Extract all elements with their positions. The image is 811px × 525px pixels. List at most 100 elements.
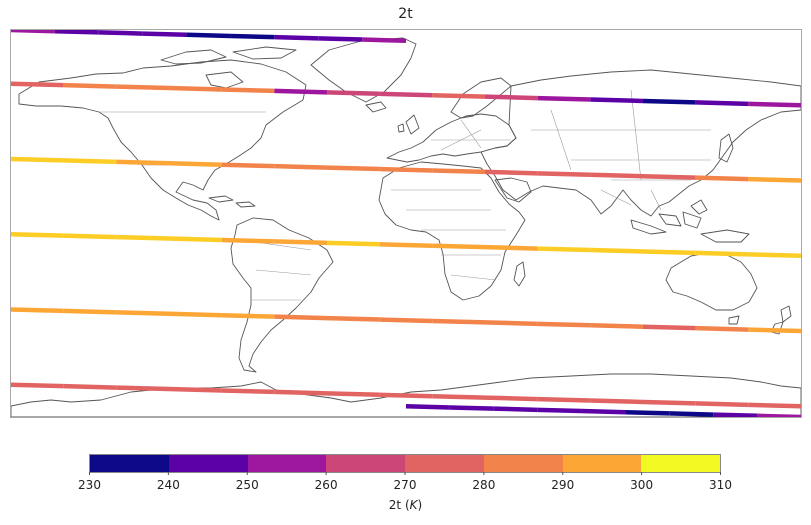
track-0-segment	[11, 30, 55, 34]
colorbar-tick-label: 250	[236, 478, 259, 492]
colorbar-tick-label: 260	[315, 478, 338, 492]
coastline-africa	[378, 161, 526, 301]
track-3-segment	[695, 250, 749, 257]
track-1-segment	[168, 85, 222, 92]
track-3-segment	[326, 240, 380, 247]
track-2-segment	[432, 168, 486, 175]
track-4-segment	[642, 324, 696, 331]
track-2-segment	[116, 159, 170, 166]
track-5-segment	[432, 393, 486, 400]
track-5-segment	[11, 382, 64, 389]
track-1-segment	[484, 94, 538, 101]
colorbar-segment	[641, 455, 720, 472]
track-5-segment	[537, 396, 591, 403]
track-4-segment	[695, 325, 749, 332]
track-1-segment	[590, 97, 644, 104]
map-panel[interactable]	[10, 29, 802, 418]
track-2-segment	[63, 158, 117, 165]
track-2-segment	[168, 161, 222, 167]
track-4-segment	[274, 314, 328, 321]
colorbar-segment	[562, 455, 642, 472]
track-3-segment	[590, 247, 644, 254]
track-6-segment	[449, 405, 494, 411]
track-3-segment	[484, 244, 538, 251]
colorbar-segment	[326, 455, 405, 472]
track-2-segment	[379, 166, 433, 173]
track-5-segment	[484, 395, 538, 402]
colorbar-label-var: 2t	[388, 498, 402, 512]
track-2-segment	[274, 163, 328, 170]
track-0-segment	[318, 36, 363, 42]
track-4-segment	[432, 318, 486, 325]
track-4-segment	[748, 327, 801, 334]
track-6-segment	[581, 408, 626, 415]
track-3-segment	[116, 234, 170, 241]
track-layer	[11, 30, 801, 417]
track-0-segment	[230, 33, 275, 40]
track-5-segment	[274, 389, 328, 396]
track-5-segment	[590, 398, 644, 405]
track-1-segment	[379, 91, 433, 98]
track-4-segment	[379, 317, 433, 324]
track-0-segment	[362, 37, 407, 43]
track-5-segment	[642, 399, 696, 406]
track-6-segment	[669, 411, 714, 417]
colorbar-label: 2t (K)	[388, 498, 423, 512]
track-1-segment	[11, 81, 64, 88]
coastlines	[11, 37, 801, 417]
track-3-segment	[63, 233, 117, 240]
track-2-segment	[221, 162, 275, 169]
track-4-segment	[590, 323, 644, 329]
track-4-segment	[221, 312, 275, 319]
track-3-segment	[537, 246, 591, 253]
track-6-segment	[757, 413, 801, 417]
track-2-segment	[642, 173, 696, 180]
track-4-segment	[63, 308, 117, 315]
track-5-segment	[326, 391, 380, 398]
track-4-segment	[168, 311, 222, 318]
track-2-segment	[11, 156, 64, 163]
track-5-segment	[695, 401, 749, 408]
track-3-segment	[432, 243, 486, 250]
track-4-segment	[484, 320, 538, 327]
track-1-segment	[537, 95, 591, 102]
track-2-segment	[590, 172, 644, 179]
colorbar-tick-label: 300	[630, 478, 653, 492]
track-3-segment	[221, 237, 275, 244]
coastline-greenland	[310, 37, 417, 103]
track-6-segment	[493, 406, 538, 413]
track-5-segment	[116, 385, 170, 392]
track-4-segment	[326, 315, 380, 322]
track-2-segment	[748, 176, 801, 183]
track-1-segment	[642, 98, 696, 105]
track-1-segment	[274, 88, 328, 95]
track-6-segment	[405, 404, 450, 410]
colorbar-tick-label: 280	[472, 478, 495, 492]
colorbar-tick-label: 270	[394, 478, 417, 492]
colorbar-segment	[90, 455, 169, 472]
track-1-segment	[432, 92, 486, 99]
track-3-segment	[274, 239, 328, 246]
coastline-antarctica	[11, 373, 801, 417]
track-0-segment	[274, 34, 319, 41]
track-3-segment	[642, 249, 696, 256]
track-3-segment	[11, 232, 64, 238]
track-6-segment	[713, 412, 758, 417]
track-1-segment	[695, 100, 749, 107]
track-2-segment	[537, 171, 591, 178]
track-5-segment	[748, 402, 801, 409]
colorbar-tick-label: 230	[78, 478, 101, 492]
coastline-north-america	[18, 59, 307, 221]
track-0-segment	[142, 31, 187, 38]
track-5-segment	[221, 388, 275, 395]
colorbar-tick-label: 240	[157, 478, 180, 492]
track-5-segment	[168, 386, 222, 393]
colorbar-ticks: 230 240 250 260 270 280 290 300 310	[78, 472, 732, 492]
track-4-segment	[11, 307, 64, 314]
colorbar-tick-label: 310	[709, 478, 732, 492]
world-map	[11, 30, 801, 417]
track-3-segment	[748, 252, 801, 258]
track-6-segment	[625, 409, 670, 416]
track-0-segment	[186, 32, 231, 39]
colorbar-label-unit: K	[409, 498, 418, 512]
